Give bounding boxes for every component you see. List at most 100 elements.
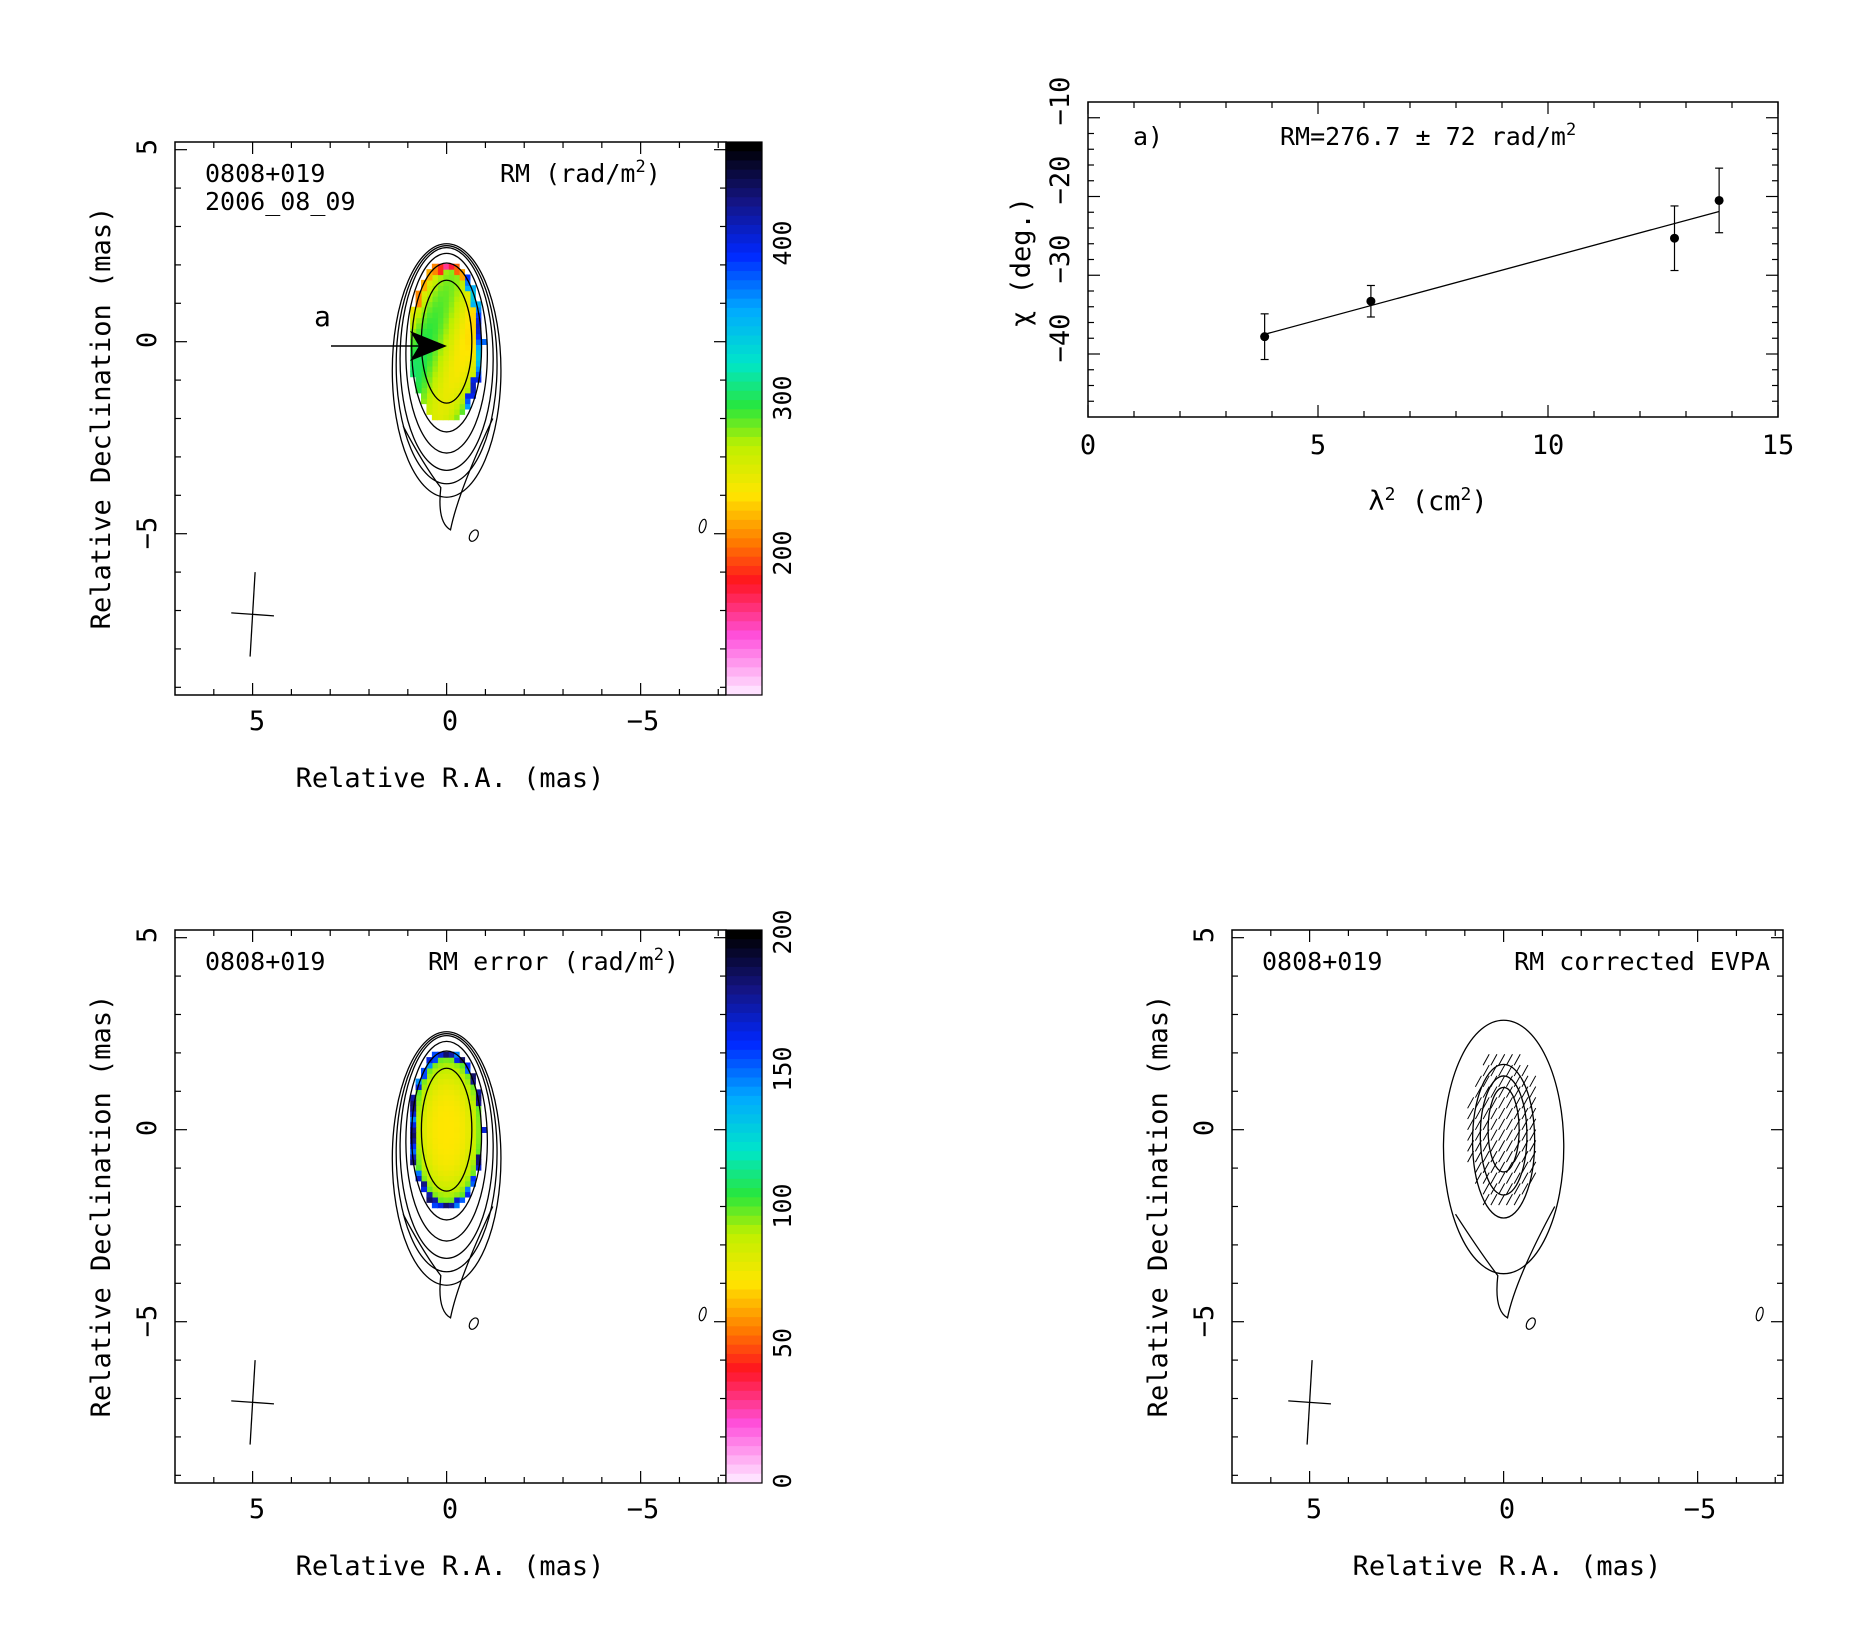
rm-colorbar-band [726, 538, 762, 549]
rm-error-pixel [437, 1121, 444, 1128]
rm-map-pixel [426, 371, 433, 378]
rm-error-pixel [431, 1057, 438, 1064]
rm-error-pixel [448, 1143, 455, 1150]
evpa-evpa-vector [1513, 1064, 1521, 1077]
rm-error-contour [391, 1031, 502, 1286]
rm-map-pixel [453, 398, 460, 405]
rm-map-pixel [421, 290, 428, 297]
rm-map-pixel [448, 398, 455, 405]
rm-map-pixel [437, 387, 444, 394]
rm-error-pixel [426, 1083, 433, 1090]
rm-error-jet-contour [402, 1206, 494, 1319]
rm-error-contour [411, 1050, 483, 1221]
rm-error-pixel [426, 1073, 433, 1080]
evpa-evpa-vector [1513, 1107, 1521, 1120]
rm-error-pixel [415, 1127, 422, 1133]
evpa-ytick-5: 5 [1189, 927, 1220, 943]
rm-error-pixel [421, 1143, 428, 1150]
rm-map-pixel [469, 344, 476, 351]
rm-error-pixel [415, 1137, 422, 1144]
rm-error-ytick-5: 5 [132, 927, 163, 943]
rm-error-pixel [426, 1143, 433, 1150]
rm-error-pixel [431, 1164, 438, 1171]
evpa-title: RM corrected EVPA [1514, 947, 1770, 976]
rm-map-pixel [431, 322, 438, 329]
rm-error-pixel [475, 1110, 482, 1117]
rm-error-pixel [459, 1067, 466, 1074]
rm-error-pixel [410, 1127, 417, 1133]
rm-error-pixel [464, 1132, 471, 1139]
rm-error-pixel [442, 1127, 449, 1133]
rm-error-pixel [453, 1100, 460, 1107]
rm-colorbar-band [726, 667, 762, 678]
evpa-evpa-vector [1498, 1107, 1506, 1120]
rm-map-pixel [431, 387, 438, 394]
rm-map-pixel [459, 301, 466, 308]
rm-map-pixel [426, 355, 433, 362]
rm-error-pixel [431, 1175, 438, 1182]
rm-error-pixel [431, 1170, 438, 1176]
evpa-evpa-vector [1521, 1064, 1529, 1077]
rm-map-pixel [475, 333, 482, 340]
rm-map-pixel [453, 279, 460, 286]
evpa-evpa-vector [1521, 1172, 1529, 1184]
rm-error-colorbar-band [726, 1381, 762, 1392]
rm-error-pixel [469, 1083, 476, 1090]
rm-error-colorbar-band [726, 1280, 762, 1291]
evpa-evpa-vector [1498, 1086, 1506, 1098]
rm-map-pixel [464, 312, 471, 319]
rm-map-pixel [464, 279, 471, 286]
rm-error-pixel [437, 1089, 444, 1096]
rm-map-pixel [475, 355, 482, 362]
rm-error-pixel [469, 1110, 476, 1117]
rm-map-pixel [415, 382, 422, 388]
rm-map-pixel [437, 290, 444, 297]
rm-error-pixel [448, 1057, 455, 1064]
rm-error-pixel [426, 1159, 433, 1166]
rm-map-pixel [448, 263, 455, 270]
rm-map-edge-contour [698, 518, 707, 534]
rm-map-pixel [437, 295, 444, 302]
rm-error-colorbar-band [726, 1271, 762, 1282]
rm-error-pixel [421, 1180, 428, 1187]
rm-error-pixel [437, 1143, 444, 1150]
rm-error-pixel [431, 1137, 438, 1144]
rm-error-pixel [453, 1180, 460, 1187]
rm-error-pixel [431, 1159, 438, 1166]
rm-error-colorbar-band [726, 1455, 762, 1466]
rm-error-pixel [431, 1051, 438, 1058]
rm-error-pixel [453, 1105, 460, 1112]
evpa-evpa-vector [1513, 1150, 1521, 1163]
rm-error-map-panel: 0808+019 RM error (rad/m2) Relative R.A.… [86, 909, 797, 1582]
evpa-xtick-0: 0 [1499, 1494, 1515, 1525]
rm-colorbar-band [726, 658, 762, 669]
rm-error-pixel [448, 1159, 455, 1166]
rm-map-pixel [437, 371, 444, 378]
rm-colorbar-band [726, 529, 762, 540]
evpa-ytick-0: 0 [1189, 1120, 1220, 1136]
evpa-evpa-vector [1482, 1054, 1490, 1066]
evpa-evpa-vector [1513, 1161, 1521, 1174]
rm-error-pixel [415, 1100, 422, 1107]
rm-error-pixel [459, 1153, 466, 1160]
rm-error-colorbar-band [726, 1086, 762, 1097]
rm-map-pixel [437, 279, 444, 286]
rm-map-pixel [469, 387, 476, 394]
rm-map-pixel [421, 333, 428, 340]
rm-map-title: RM (rad/m2) [500, 157, 661, 188]
rm-error-pixel [410, 1137, 417, 1144]
rm-error-pixel [442, 1078, 449, 1085]
rm-error-pixel [426, 1116, 433, 1123]
rm-map-pixel [442, 371, 449, 378]
rm-error-pixel [431, 1186, 438, 1193]
rm-error-pixel [464, 1105, 471, 1112]
rm-map-pixel [459, 376, 466, 383]
evpa-evpa-vector [1482, 1150, 1490, 1163]
rm-error-pixel [415, 1078, 422, 1085]
rm-map-image [410, 263, 487, 421]
rm-map-pixel [459, 312, 466, 319]
rm-error-pixel [464, 1180, 471, 1187]
evpa-evpa-vector [1490, 1054, 1498, 1066]
evpa-evpa-vector [1505, 1118, 1513, 1131]
rm-error-colorbar-band [726, 994, 762, 1005]
